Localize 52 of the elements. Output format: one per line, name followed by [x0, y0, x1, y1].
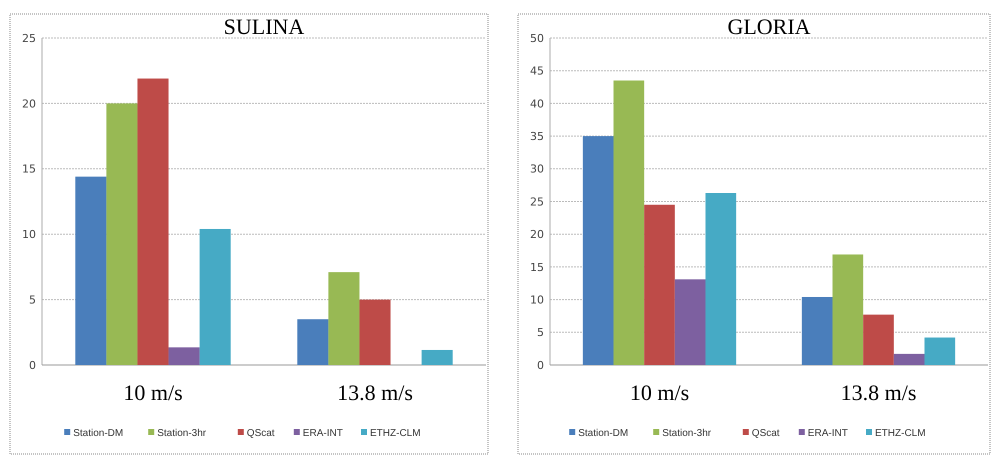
x-tick-label: 10 m/s — [123, 380, 183, 405]
bar — [75, 176, 106, 365]
bar — [802, 296, 833, 365]
legend-label: Station-3hr — [157, 428, 207, 439]
legend-label: ETHZ-CLM — [370, 428, 421, 439]
y-tick-label: 35 — [530, 130, 544, 143]
bar — [137, 78, 169, 365]
y-tick-label: 10 — [530, 293, 544, 306]
y-tick-label: 0 — [29, 358, 36, 372]
bar — [359, 300, 391, 365]
bar — [422, 350, 453, 365]
x-tick-label: 10 m/s — [630, 380, 690, 405]
y-tick-label: 5 — [537, 326, 544, 340]
y-tick-label: 45 — [530, 64, 544, 78]
legend-label: ERA-INT — [808, 428, 848, 439]
y-tick-label: 25 — [530, 195, 544, 208]
legend-label: QScat — [246, 428, 275, 439]
y-tick-label: 30 — [530, 162, 544, 176]
y-tick-label: 50 — [530, 32, 544, 45]
chart-title: SULINA — [224, 14, 304, 39]
bar — [328, 272, 360, 365]
bar — [924, 338, 956, 365]
legend-label: Station-DM — [73, 428, 124, 439]
bar — [674, 279, 706, 365]
y-tick-label: 40 — [530, 97, 544, 110]
bar — [705, 193, 736, 365]
legend-label: Station-3hr — [662, 428, 712, 439]
y-tick-label: 20 — [530, 228, 544, 242]
legend-label: QScat — [752, 428, 780, 439]
x-tick-label: 13.8 m/s — [840, 380, 916, 405]
legend-label: ERA-INT — [302, 428, 343, 439]
y-tick-label: 5 — [29, 293, 36, 306]
bar — [644, 204, 675, 365]
legend-label: Station-DM — [578, 428, 628, 439]
y-tick-label: 25 — [22, 32, 36, 45]
bar — [832, 254, 864, 365]
y-tick-label: 0 — [537, 358, 544, 372]
bar — [894, 354, 924, 365]
y-tick-label: 20 — [22, 97, 36, 110]
legend-label: ETHZ-CLM — [875, 428, 926, 439]
chart-title: GLORIA — [727, 14, 811, 39]
bar — [297, 319, 328, 365]
bar — [582, 136, 614, 365]
x-tick-label: 13.8 m/s — [337, 380, 413, 405]
bar — [614, 80, 644, 365]
bar — [200, 228, 231, 365]
bar — [106, 103, 138, 365]
y-tick-label: 15 — [530, 260, 544, 274]
bar — [863, 314, 894, 365]
y-tick-label: 10 — [22, 228, 36, 242]
bar — [168, 347, 200, 365]
y-tick-label: 15 — [22, 162, 36, 176]
